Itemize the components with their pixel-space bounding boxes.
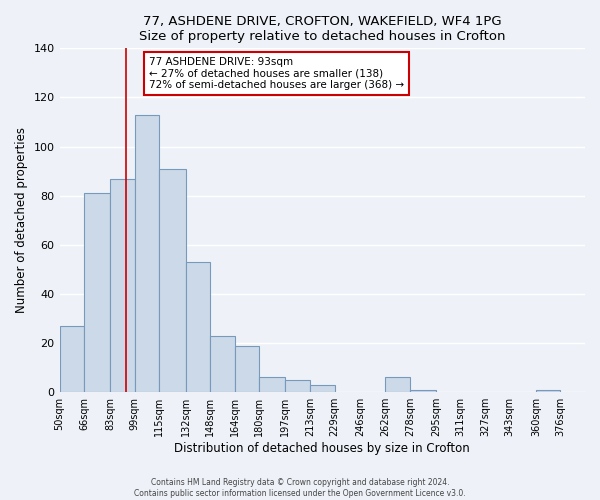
Bar: [310, 385, 335, 392]
Title: 77, ASHDENE DRIVE, CROFTON, WAKEFIELD, WF4 1PG
Size of property relative to deta: 77, ASHDENE DRIVE, CROFTON, WAKEFIELD, W…: [139, 15, 506, 43]
Text: 77 ASHDENE DRIVE: 93sqm
← 27% of detached houses are smaller (138)
72% of semi-d: 77 ASHDENE DRIVE: 93sqm ← 27% of detache…: [149, 57, 404, 90]
Bar: [210, 336, 235, 392]
Y-axis label: Number of detached properties: Number of detached properties: [15, 128, 28, 314]
X-axis label: Distribution of detached houses by size in Crofton: Distribution of detached houses by size …: [175, 442, 470, 455]
Bar: [135, 114, 160, 392]
Bar: [385, 378, 410, 392]
Bar: [536, 390, 560, 392]
Bar: [84, 194, 110, 392]
Bar: [410, 390, 436, 392]
Bar: [59, 326, 84, 392]
Bar: [110, 178, 135, 392]
Text: Contains HM Land Registry data © Crown copyright and database right 2024.
Contai: Contains HM Land Registry data © Crown c…: [134, 478, 466, 498]
Bar: [286, 380, 310, 392]
Bar: [160, 168, 185, 392]
Bar: [185, 262, 210, 392]
Bar: [259, 378, 286, 392]
Bar: [235, 346, 259, 392]
